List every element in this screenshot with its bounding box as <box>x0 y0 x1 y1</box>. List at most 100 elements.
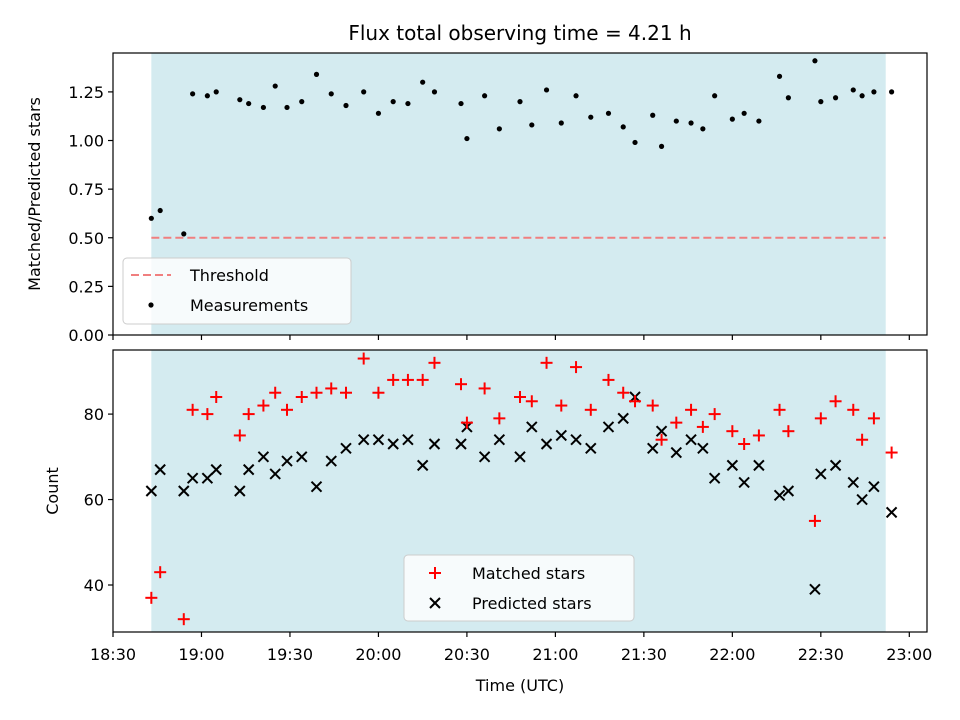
measurement-point <box>246 100 252 107</box>
matched-star-point <box>570 361 583 374</box>
marker-stroke <box>186 472 199 484</box>
predicted-star-point <box>478 451 491 463</box>
marker-stroke <box>738 476 750 489</box>
predicted-star-point <box>602 421 615 433</box>
y-tick-label: 0.50 <box>68 229 104 248</box>
matched-star-point <box>726 425 739 438</box>
marker-stroke <box>868 481 880 493</box>
marker-stroke <box>178 485 190 497</box>
matched-star-point <box>685 403 698 416</box>
chart-title: Flux total observing time = 4.21 h <box>348 21 691 45</box>
measurement-point <box>299 99 305 105</box>
predicted-star-point <box>154 463 166 476</box>
x-tick-label: 22:30 <box>798 645 844 664</box>
predicted-star-point <box>868 481 880 493</box>
predicted-star-point <box>585 442 597 454</box>
legend-measurement-label: Measurements <box>190 296 308 315</box>
marker-stroke <box>685 434 697 446</box>
predicted-star-point <box>856 493 868 506</box>
measurement-point <box>390 99 396 105</box>
predicted-star-point <box>340 442 352 454</box>
predicted-star-point <box>526 421 538 433</box>
measurement-point <box>361 89 367 95</box>
measurement-point <box>181 231 187 237</box>
predicted-star-point <box>310 481 323 493</box>
marker-stroke <box>708 472 721 484</box>
predicted-star-point <box>570 434 582 446</box>
matched-star-point <box>696 420 709 433</box>
matched-star-point <box>646 399 659 412</box>
measurement-point <box>776 73 783 79</box>
predicted-star-point <box>540 438 553 450</box>
marker-stroke <box>242 463 255 476</box>
measurement-point <box>284 104 290 111</box>
measurement-point <box>431 89 438 95</box>
predicted-star-point <box>402 434 414 446</box>
matched-star-point <box>514 391 526 403</box>
marker-stroke <box>847 476 859 489</box>
marker-stroke <box>555 429 567 442</box>
measurement-point <box>785 95 791 101</box>
predicted-star-point <box>372 434 385 446</box>
matched-star-point <box>387 373 400 386</box>
x-tick-label: 19:30 <box>267 645 313 664</box>
matched-star-point <box>460 416 473 429</box>
measurement-point <box>313 71 320 77</box>
y-tick-label: 80 <box>84 405 104 424</box>
y-tick-label: 1.00 <box>68 132 104 151</box>
matched-star-point <box>738 438 751 450</box>
measurement-point <box>673 118 679 124</box>
measurement-point <box>405 100 411 107</box>
marker-stroke <box>428 438 441 450</box>
marker-stroke <box>526 421 538 433</box>
marker-stroke <box>585 442 597 454</box>
matched-star-point <box>773 403 786 416</box>
legend-box <box>403 554 635 622</box>
predicted-star-point <box>617 412 629 425</box>
legend-threshold-label: Threshold <box>189 266 269 285</box>
matched-star-point <box>233 429 246 442</box>
predicted-star-point <box>697 442 709 454</box>
marker-stroke <box>514 451 526 463</box>
marker-stroke <box>201 472 214 484</box>
marker-stroke <box>310 481 323 493</box>
predicted-star-point <box>428 438 441 450</box>
marker-stroke <box>478 451 491 463</box>
legend-predicted-swatch <box>429 597 441 609</box>
matched-star-point <box>708 408 721 421</box>
matched-star-point <box>145 591 158 604</box>
predicted-star-point <box>234 485 246 497</box>
matched-star-point <box>493 412 506 425</box>
matched-star-point <box>617 386 630 399</box>
matched-star-point <box>847 403 860 416</box>
measurement-point <box>204 93 210 99</box>
count-axes-frame <box>112 349 928 633</box>
predicted-star-point <box>847 476 859 489</box>
matched-star-point <box>540 356 553 369</box>
marker-stroke <box>340 442 352 454</box>
matched-star-point <box>257 399 270 412</box>
predicted-star-point <box>726 459 739 472</box>
marker-stroke <box>773 489 786 501</box>
legend-matched-label: Matched stars <box>472 564 585 583</box>
y-tick-label: 0.00 <box>68 326 104 345</box>
marker-stroke <box>154 463 166 476</box>
predicted-star-point <box>815 468 827 480</box>
marker-stroke <box>402 434 414 446</box>
matched-star-point <box>478 382 491 395</box>
matched-star-point <box>177 613 190 626</box>
matched-star-point <box>525 395 538 408</box>
predicted-star-point <box>178 485 190 497</box>
predicted-star-point <box>269 468 281 480</box>
predicted-star-point <box>670 446 683 459</box>
predicted-star-point <box>257 451 270 463</box>
y-tick-label: 0.75 <box>68 180 104 199</box>
matched-star-point <box>782 425 795 438</box>
predicted-star-point <box>357 434 370 446</box>
predicted-star-point <box>753 459 765 472</box>
legend-measurement-swatch <box>148 302 154 308</box>
count-legend: Matched stars Predicted stars <box>403 554 635 622</box>
matched-star-point <box>281 403 294 416</box>
matched-star-point <box>186 403 199 416</box>
predicted-star-point <box>829 459 842 472</box>
